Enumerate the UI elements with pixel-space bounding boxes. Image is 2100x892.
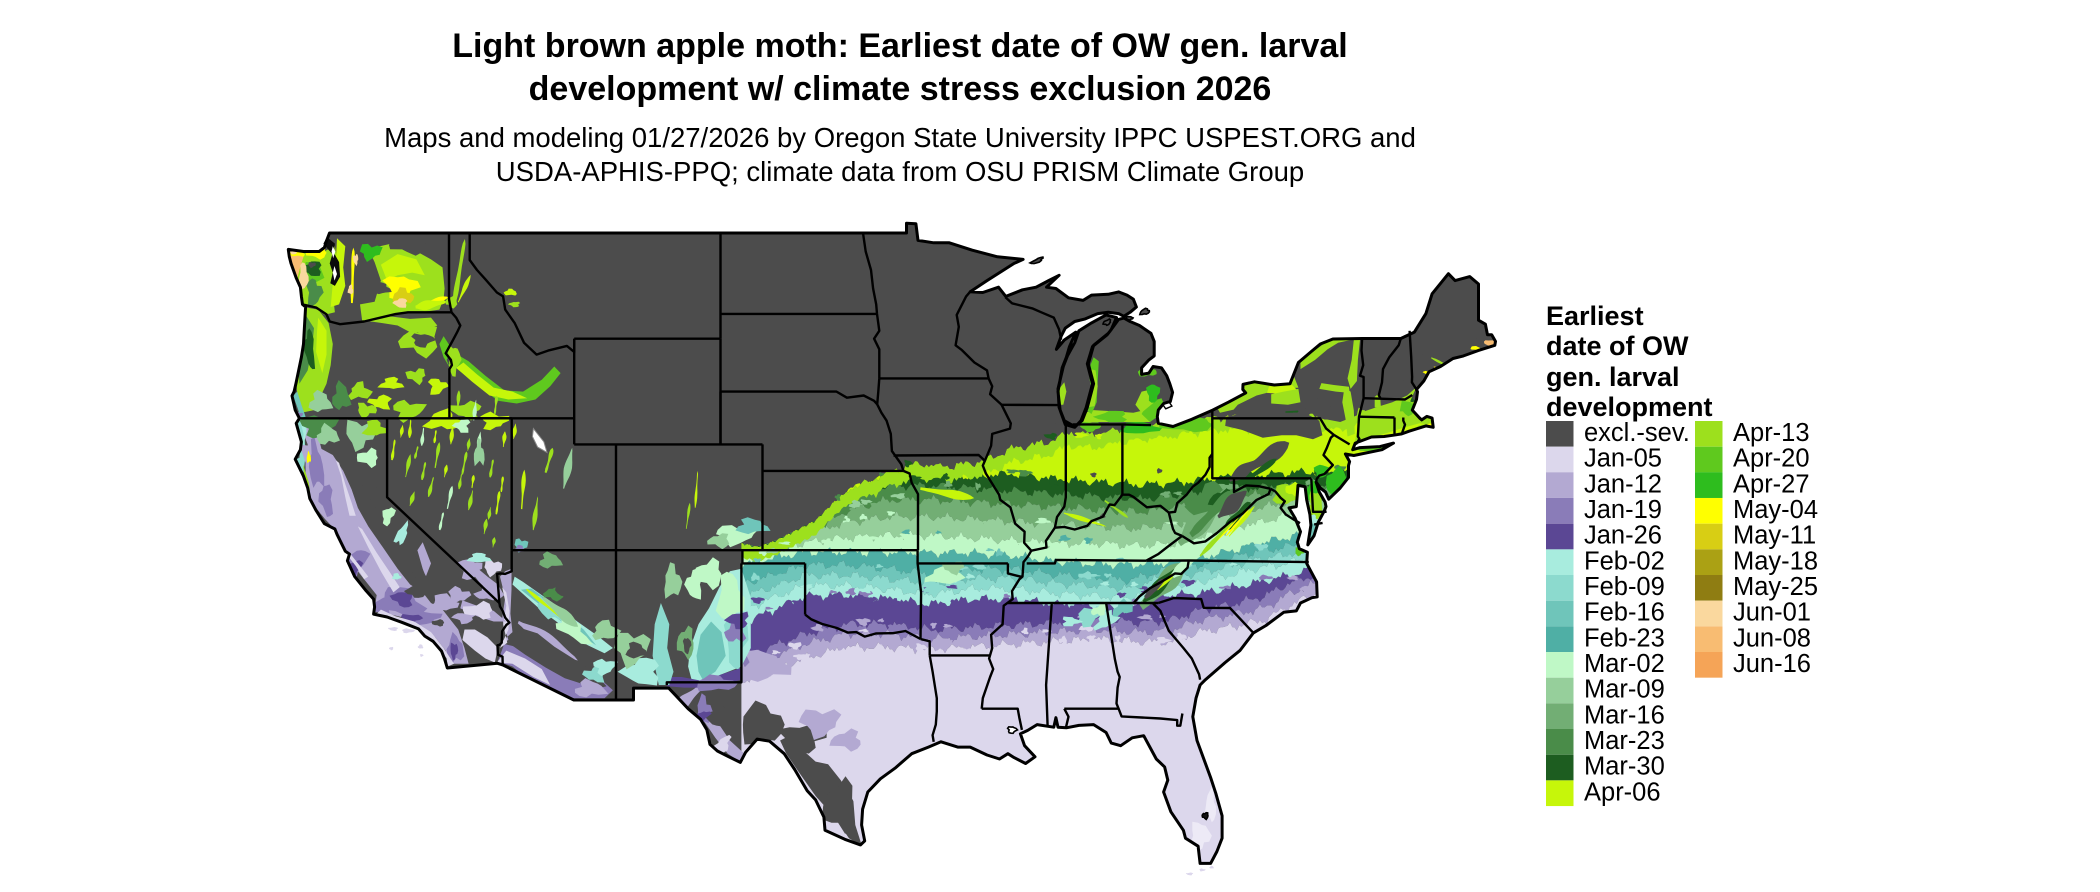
- svg-text:excl.-sev.: excl.-sev.: [1584, 419, 1690, 447]
- svg-text:USDA-APHIS-PPQ; climate data f: USDA-APHIS-PPQ; climate data from OSU PR…: [496, 156, 1304, 187]
- svg-text:Apr-13: Apr-13: [1733, 419, 1810, 447]
- svg-text:May-04: May-04: [1733, 496, 1818, 524]
- svg-text:Mar-09: Mar-09: [1584, 676, 1665, 704]
- svg-text:May-18: May-18: [1733, 547, 1818, 575]
- svg-text:Jun-01: Jun-01: [1733, 599, 1811, 627]
- svg-text:Jan-19: Jan-19: [1584, 496, 1662, 524]
- svg-text:Apr-06: Apr-06: [1584, 778, 1661, 806]
- svg-text:Jan-05: Jan-05: [1584, 445, 1662, 473]
- svg-text:Maps and modeling 01/27/2026 b: Maps and modeling 01/27/2026 by Oregon S…: [384, 122, 1416, 153]
- svg-text:May-25: May-25: [1733, 573, 1818, 601]
- svg-text:Jun-08: Jun-08: [1733, 624, 1811, 652]
- svg-text:Mar-16: Mar-16: [1584, 701, 1665, 729]
- svg-text:Mar-23: Mar-23: [1584, 727, 1665, 755]
- svg-text:Mar-02: Mar-02: [1584, 650, 1665, 678]
- svg-text:May-11: May-11: [1733, 522, 1816, 550]
- svg-text:Apr-27: Apr-27: [1733, 470, 1810, 498]
- svg-text:development w/ climate stress: development w/ climate stress exclusion …: [529, 70, 1272, 108]
- svg-text:Apr-20: Apr-20: [1733, 445, 1810, 473]
- svg-text:Feb-02: Feb-02: [1584, 547, 1665, 575]
- svg-text:Feb-16: Feb-16: [1584, 599, 1665, 627]
- svg-text:Light brown apple moth: Earlie: Light brown apple moth: Earliest date of…: [452, 27, 1347, 65]
- svg-text:Jan-12: Jan-12: [1584, 470, 1662, 498]
- svg-text:Jun-16: Jun-16: [1733, 650, 1811, 678]
- svg-text:Feb-09: Feb-09: [1584, 573, 1665, 601]
- svg-text:Feb-23: Feb-23: [1584, 624, 1665, 652]
- svg-text:Jan-26: Jan-26: [1584, 522, 1662, 550]
- svg-text:Mar-30: Mar-30: [1584, 753, 1665, 781]
